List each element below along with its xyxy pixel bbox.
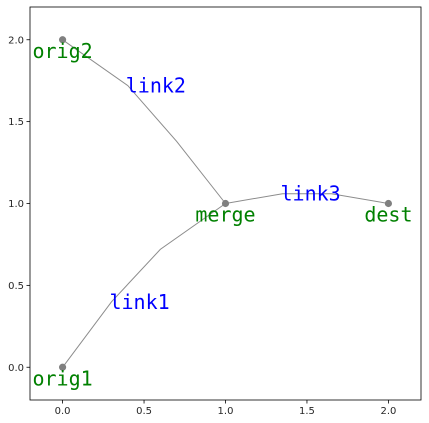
link-label-link1: link1 <box>109 290 169 314</box>
node-marker-dest <box>384 199 393 208</box>
x-axis-ticks: 0.0 0.5 1.0 1.5 2.0 <box>55 400 396 417</box>
y-tick-label: 0.5 <box>8 281 24 292</box>
node-marker-orig1 <box>58 363 67 371</box>
y-tick-label: 1.5 <box>8 117 24 128</box>
y-tick-label: 1.0 <box>8 199 24 210</box>
x-tick-label: 0.5 <box>136 406 152 417</box>
links-layer <box>62 39 389 368</box>
nodes-layer <box>58 36 393 371</box>
node-label-orig2: orig2 <box>32 39 92 63</box>
y-tick-label: 0.0 <box>8 363 24 374</box>
link-line-link1 <box>62 203 226 368</box>
node-marker-orig2 <box>58 36 67 44</box>
link-line-link3 <box>225 193 389 204</box>
link-label-link2: link2 <box>126 74 186 98</box>
node-label-dest: dest <box>364 203 412 227</box>
x-tick-label: 2.0 <box>380 406 396 417</box>
x-tick-label: 1.0 <box>218 406 234 417</box>
labels-layer: orig1 orig2 merge dest link1 link2 link3 <box>32 39 412 391</box>
node-label-merge: merge <box>195 203 255 227</box>
x-tick-label: 1.5 <box>299 406 315 417</box>
node-label-orig1: orig1 <box>32 366 92 390</box>
link-label-link3: link3 <box>281 182 341 206</box>
y-axis-ticks: 0.0 0.5 1.0 1.5 2.0 <box>8 35 30 374</box>
x-tick-label: 0.0 <box>55 406 71 417</box>
node-marker-merge <box>221 199 230 208</box>
y-tick-label: 2.0 <box>8 35 24 46</box>
link-line-link2 <box>62 39 226 204</box>
